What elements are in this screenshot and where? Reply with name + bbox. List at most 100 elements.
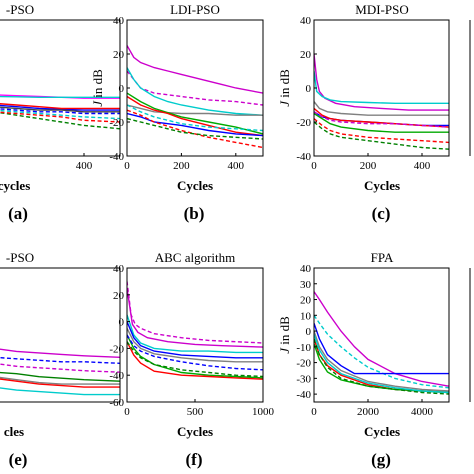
y-axis-label: J in dB [277, 69, 292, 107]
panel-label: (e) [9, 450, 28, 469]
series-group [314, 291, 449, 395]
x-tick-label: 0 [311, 160, 317, 172]
y-tick-label: 0 [119, 317, 125, 329]
x-tick-label: 4000 [411, 406, 434, 418]
series-line-5 [127, 327, 263, 363]
series-line-5 [0, 376, 120, 385]
x-tick-label: 400 [414, 160, 431, 172]
y-tick-label: -20 [109, 117, 124, 129]
panel-label: (b) [184, 204, 205, 223]
series-line-7 [314, 112, 449, 133]
panel-label: (g) [371, 450, 391, 469]
x-axis-label: cycles [0, 178, 30, 193]
y-tick-label: -20 [296, 358, 311, 370]
series-line-3 [127, 67, 263, 116]
y-axis-label: J in dB [277, 316, 292, 354]
x-tick-label: 1000 [252, 406, 275, 418]
x-axis-label: Cycles [177, 424, 213, 439]
series-line-1 [127, 45, 263, 94]
axes-frame [126, 267, 264, 403]
series-line-8 [314, 338, 449, 395]
series-group [314, 53, 449, 150]
x-tick-label: 0 [124, 160, 130, 172]
y-tick-label: -60 [109, 397, 124, 409]
series-line-6 [127, 334, 263, 379]
series-line-2 [127, 70, 263, 106]
panel-label: (c) [372, 204, 391, 223]
series-line-2 [314, 314, 449, 389]
series-line-5 [0, 106, 120, 113]
y-tick-label: -20 [296, 117, 311, 129]
series-group [0, 94, 120, 130]
series-line-9 [127, 334, 263, 371]
subplot-title: -PSO [6, 250, 34, 265]
y-axis-label: J in dB [90, 69, 105, 107]
series-line-3 [0, 363, 120, 373]
series-line-3 [127, 314, 263, 354]
y-tick-label: -20 [109, 343, 124, 355]
y-tick-label: -40 [109, 151, 124, 163]
x-axis-label: Cycles [364, 178, 400, 193]
x-tick-label: 200 [173, 160, 190, 172]
y-tick-label: 30 [300, 279, 312, 291]
subplot-5: -60 -40 -20 0 20 40 0 500 1000 ABC algorithm Cycle… [109, 250, 274, 469]
subplot-title: FPA [371, 250, 394, 265]
y-tick-label: -30 [296, 373, 311, 385]
series-line-7 [0, 387, 120, 396]
series-line-3 [0, 104, 120, 111]
series-line-10 [127, 117, 263, 140]
y-tick-label: -10 [296, 342, 311, 354]
y-tick-label: 0 [306, 326, 312, 338]
series-group [127, 281, 263, 380]
series-line-4 [127, 321, 263, 359]
axes-frame [126, 19, 264, 157]
x-tick-label: 200 [360, 160, 377, 172]
y-tick-label: 40 [113, 15, 125, 27]
series-line-2 [127, 287, 263, 348]
y-tick-label: 10 [300, 310, 312, 322]
series-line-8 [127, 109, 263, 149]
y-tick-label: 20 [300, 49, 312, 61]
series-line-1 [314, 291, 449, 387]
series-line-6 [0, 111, 120, 130]
subplot-title: ABC algorithm [155, 250, 236, 265]
y-tick-label: 40 [113, 263, 125, 275]
axes-frame [313, 19, 450, 157]
x-axis-label: Cycles [177, 178, 213, 193]
series-line-1 [127, 281, 263, 344]
series-line-7 [0, 111, 120, 123]
axes-frame [0, 267, 121, 403]
panel-label: (f) [186, 450, 203, 469]
series-line-7 [127, 112, 263, 137]
y-tick-label: 20 [113, 290, 125, 302]
y-tick-label: -40 [296, 151, 311, 163]
y-tick-label: -40 [296, 389, 311, 401]
series-line-3 [314, 101, 449, 116]
series-line-5 [127, 92, 263, 135]
series-line-6 [127, 95, 263, 137]
series-line-4 [0, 371, 120, 382]
series-line-7 [314, 333, 449, 394]
series-line-2 [0, 356, 120, 364]
series-line-8 [127, 341, 263, 378]
x-axis-label: Cycles [364, 424, 400, 439]
y-tick-label: 40 [300, 15, 312, 27]
series-group [0, 348, 120, 396]
series-group [127, 45, 263, 149]
series-line-2 [314, 70, 449, 105]
subplot-title: LDI-PSO [170, 2, 220, 17]
subplot-6: -40 -30 -20 -10 0 10 20 30 40 0 2000 4000 FPA Cycles J… [277, 250, 450, 469]
y-tick-label: 20 [300, 295, 312, 307]
series-line-2 [0, 95, 120, 99]
series-line-9 [127, 104, 263, 132]
series-line-6 [0, 378, 120, 388]
x-tick-label: 500 [187, 406, 204, 418]
y-tick-label: 20 [113, 49, 125, 61]
x-tick-label: 2000 [357, 406, 380, 418]
series-line-4 [314, 330, 449, 392]
subplot-title: MDI-PSO [355, 2, 408, 17]
